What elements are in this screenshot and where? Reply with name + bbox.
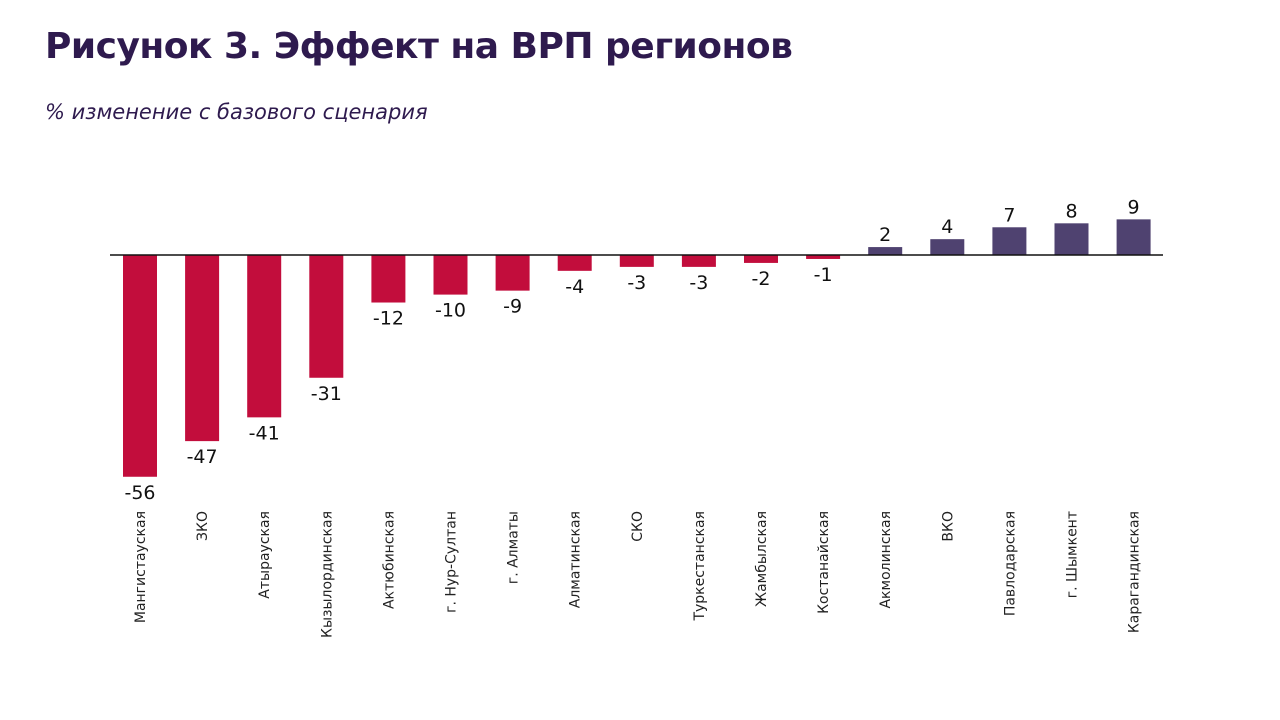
- category-label-8: СКО: [630, 511, 646, 542]
- category-label-11: Костанайская: [816, 511, 832, 614]
- bar-12: [868, 247, 903, 255]
- value-label-16: 9: [1128, 196, 1140, 218]
- bar-14: [992, 227, 1027, 255]
- chart-title: Рисунок 3. Эффект на ВРП регионов: [45, 26, 793, 67]
- value-label-13: 4: [941, 216, 953, 238]
- value-label-0: -56: [124, 482, 155, 504]
- value-label-9: -3: [689, 272, 708, 294]
- category-label-14: Павлодарская: [1002, 511, 1018, 616]
- bar-6: [495, 255, 530, 291]
- category-label-4: Актюбинская: [381, 511, 397, 609]
- category-label-16: Карагандинская: [1127, 511, 1143, 633]
- value-label-8: -3: [627, 272, 646, 294]
- bar-11: [806, 255, 841, 259]
- bar-2: [247, 255, 282, 418]
- value-label-4: -12: [373, 308, 404, 330]
- value-label-15: 8: [1065, 200, 1077, 222]
- category-label-1: ЗКО: [195, 511, 211, 541]
- value-label-11: -1: [814, 264, 833, 286]
- value-label-12: 2: [879, 224, 891, 246]
- value-label-7: -4: [565, 276, 584, 298]
- bar-10: [744, 255, 778, 263]
- category-label-12: Акмолинская: [878, 511, 894, 609]
- category-label-6: г. Алматы: [506, 511, 522, 584]
- category-labels-group: Мангистауская ЗКО Атырауская Кызылординская…: [133, 511, 1143, 638]
- bar-4: [371, 255, 406, 303]
- value-label-3: -31: [311, 383, 342, 405]
- value-label-10: -2: [752, 268, 771, 290]
- bar-0: [123, 255, 157, 477]
- bar-9: [681, 255, 716, 267]
- category-label-3: Кызылординская: [319, 511, 335, 638]
- value-label-6: -9: [503, 296, 522, 318]
- bar-5: [433, 255, 468, 295]
- bar-8: [619, 255, 654, 267]
- value-label-2: -41: [249, 422, 280, 444]
- bar-16: [1116, 219, 1151, 255]
- category-label-15: г. Шымкент: [1065, 511, 1081, 598]
- value-label-5: -10: [435, 300, 466, 322]
- category-label-0: Мангистауская: [133, 511, 149, 623]
- category-label-10: Жамбылская: [754, 511, 770, 607]
- category-label-2: Атырауская: [257, 511, 273, 599]
- chart-subtitle: % изменение с базового сценария: [45, 100, 428, 124]
- category-label-13: ВКО: [940, 511, 956, 542]
- value-labels-group: -56-47-41-31-12 -10 -9-4 -3 -3 -2 -12 47 8 9: [124, 196, 1139, 503]
- value-label-14: 7: [1003, 204, 1015, 226]
- category-label-9: Туркестанская: [692, 511, 708, 622]
- category-label-5: г. Нур-Султан: [444, 511, 460, 613]
- bars-group: [123, 219, 1151, 477]
- category-label-7: Алматинская: [568, 511, 584, 608]
- bar-1: [185, 255, 220, 442]
- bar-7: [557, 255, 592, 271]
- bar-13: [930, 239, 965, 255]
- bar-15: [1054, 223, 1089, 255]
- bar-3: [309, 255, 344, 378]
- value-label-1: -47: [187, 446, 218, 468]
